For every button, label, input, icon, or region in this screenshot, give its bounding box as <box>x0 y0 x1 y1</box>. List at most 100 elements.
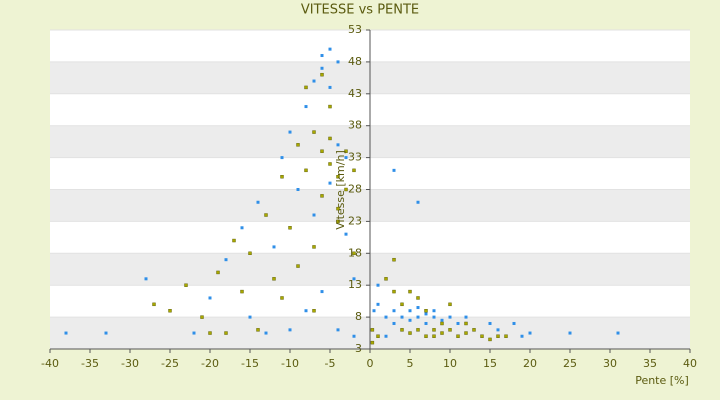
x-tick-label: 5 <box>407 357 414 370</box>
point <box>488 337 492 342</box>
point <box>336 143 340 147</box>
y-axis-label: Vitesse [km/h] <box>334 150 347 230</box>
y-tick-label: 38 <box>348 119 362 132</box>
point <box>328 47 332 51</box>
point <box>370 340 375 345</box>
point <box>392 321 396 325</box>
point <box>392 309 396 313</box>
point <box>312 79 316 83</box>
x-tick-label: -25 <box>161 357 179 370</box>
point <box>336 219 340 224</box>
point <box>336 206 340 211</box>
point <box>496 334 500 338</box>
point <box>352 168 356 173</box>
point <box>384 277 388 281</box>
point <box>464 315 468 319</box>
point <box>352 277 356 281</box>
point <box>320 66 324 70</box>
point <box>416 328 420 332</box>
point <box>280 156 284 160</box>
point <box>248 251 252 256</box>
point <box>320 149 324 153</box>
point <box>344 149 348 153</box>
point <box>328 162 332 166</box>
y-tick-label: 48 <box>348 55 362 68</box>
x-tick-label: -35 <box>81 357 99 370</box>
point <box>376 302 380 306</box>
point <box>304 168 308 173</box>
point <box>344 156 348 160</box>
point <box>184 283 188 287</box>
point <box>448 315 452 319</box>
x-tick-label: 15 <box>483 357 497 370</box>
point <box>64 331 68 335</box>
point <box>312 245 316 249</box>
point <box>440 321 444 326</box>
point <box>520 334 524 338</box>
point <box>352 334 356 338</box>
x-tick-label: -10 <box>281 357 299 370</box>
point <box>320 194 324 198</box>
point <box>296 143 300 147</box>
point <box>392 257 396 262</box>
point <box>296 188 300 191</box>
chart-title: VITESSE vs PENTE <box>301 3 419 18</box>
y-tick-label: 8 <box>355 310 362 323</box>
x-axis-label: Pente [%] <box>635 374 689 387</box>
point <box>432 334 436 338</box>
x-tick-label: 0 <box>367 357 374 370</box>
point <box>488 321 492 325</box>
point <box>312 213 316 217</box>
point <box>144 277 148 281</box>
x-tick-label: 40 <box>683 357 697 370</box>
point <box>240 226 244 230</box>
point <box>440 331 444 335</box>
point <box>456 321 460 325</box>
point <box>320 290 324 294</box>
point <box>328 181 332 185</box>
point <box>416 315 420 319</box>
point <box>504 334 508 338</box>
point <box>376 334 380 338</box>
point <box>344 187 348 192</box>
x-tick-label: 35 <box>643 357 657 370</box>
point <box>392 168 396 172</box>
point <box>256 328 260 332</box>
point <box>464 321 468 326</box>
point <box>312 130 316 134</box>
point <box>280 296 284 300</box>
x-tick-label: 10 <box>443 357 457 370</box>
x-tick-label: -15 <box>241 357 259 370</box>
point <box>448 302 452 307</box>
point <box>208 296 212 300</box>
point <box>288 130 292 134</box>
point <box>408 331 412 335</box>
point <box>392 289 396 294</box>
point <box>328 136 332 141</box>
point <box>264 213 268 217</box>
point <box>616 331 620 335</box>
point <box>472 328 476 332</box>
x-tick-label: -5 <box>325 357 336 370</box>
point <box>328 85 332 89</box>
point <box>432 315 436 319</box>
point <box>372 309 376 313</box>
point <box>336 328 340 332</box>
point <box>464 331 468 335</box>
point <box>168 309 172 313</box>
point <box>376 283 380 287</box>
x-tick-label: -30 <box>121 357 139 370</box>
point <box>408 309 412 313</box>
point <box>152 302 156 307</box>
y-tick-label: 23 <box>348 214 362 227</box>
point <box>416 200 420 204</box>
point <box>328 104 332 109</box>
point <box>424 312 428 316</box>
point <box>424 321 428 325</box>
point <box>304 309 308 313</box>
point <box>384 334 388 338</box>
point <box>512 321 516 325</box>
point <box>232 238 236 243</box>
point <box>224 258 228 262</box>
